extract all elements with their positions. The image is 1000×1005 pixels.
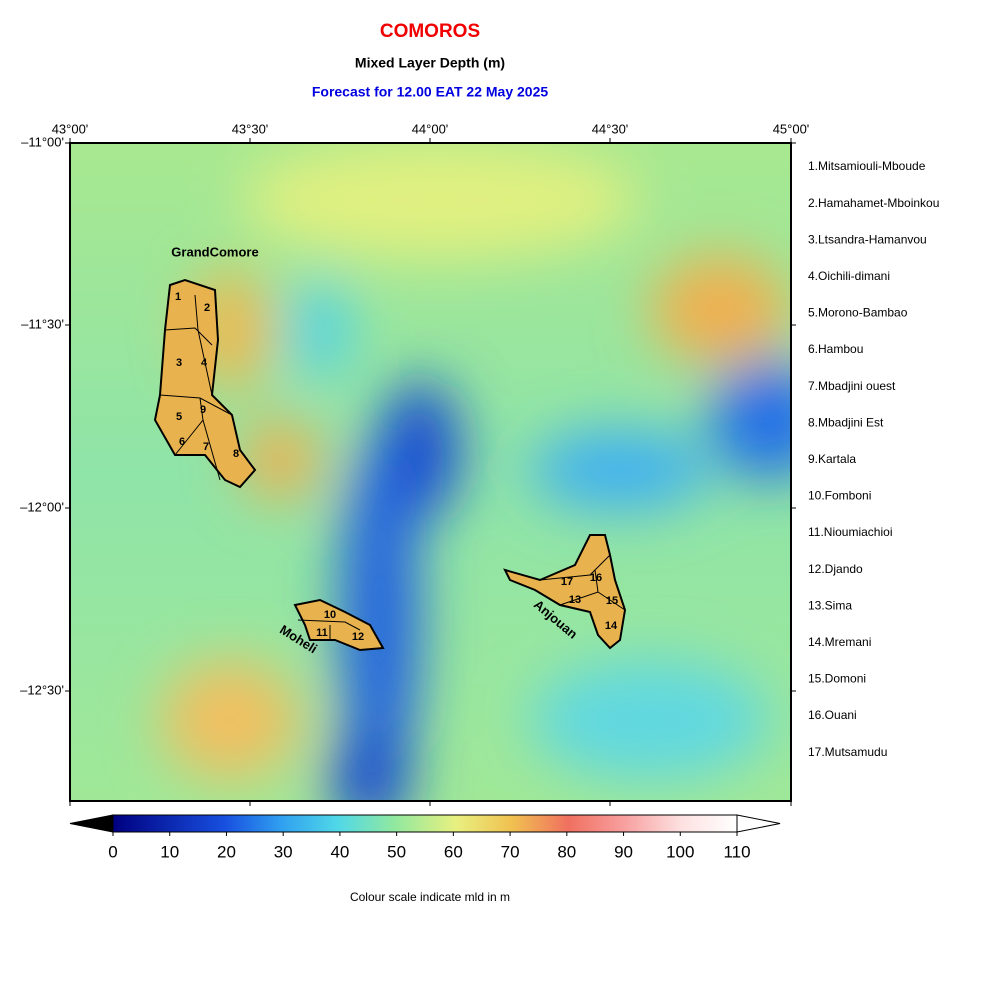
region-borders (159, 294, 626, 640)
colorbar-label: 40 (330, 842, 349, 861)
grand-comore (153, 278, 257, 489)
legend-entry: 4.Oichili-dimani (808, 269, 890, 283)
subtitle: Mixed Layer Depth (m) (355, 55, 505, 71)
lon-label: 44°00' (412, 121, 449, 136)
legend-entry: 12.Djando (808, 562, 863, 576)
colorbar-label: 70 (501, 842, 520, 861)
colorbar-label: 90 (614, 842, 633, 861)
lon-label: 43°00' (52, 121, 89, 136)
colorbar-label: 110 (723, 842, 750, 861)
colorbar-under (69, 814, 114, 833)
colorbar-label: 50 (387, 842, 406, 861)
legend-entry: 15.Domoni (808, 672, 866, 686)
colorbar-caption: Colour scale indicate mld in m (350, 890, 510, 904)
legend-entry: 16.Ouani (808, 708, 857, 722)
colorbar-label: 80 (557, 842, 576, 861)
legend-entry: 13.Sima (808, 598, 852, 612)
title: COMOROS (380, 21, 480, 42)
legend-entry: 5.Morono-Bambao (808, 306, 908, 320)
lon-label: 44°30' (592, 121, 629, 136)
legend-entry: 6.Hambou (808, 342, 863, 356)
region-number: 1 (175, 291, 181, 303)
region-number: 16 (590, 572, 602, 584)
legend-entry: 8.Mbadjini Est (808, 415, 884, 429)
lat-label: –12°00' (20, 499, 64, 514)
colorbar (112, 814, 738, 833)
colorbar-label: 0 (108, 842, 117, 861)
region-number: 9 (200, 404, 206, 416)
region-number: 14 (605, 620, 618, 632)
legend-entry: 1.Mitsamiouli-Mboude (808, 159, 926, 173)
colorbar-label: 30 (274, 842, 293, 861)
lat-label: –11°00' (21, 134, 64, 149)
region-number: 11 (316, 627, 328, 639)
region-number: 10 (324, 609, 336, 621)
colorbar-label: 10 (160, 842, 179, 861)
forecast: Forecast for 12.00 EAT 22 May 2025 (312, 84, 549, 100)
islands (153, 278, 627, 652)
region-number: 7 (203, 441, 209, 453)
island-label: GrandComore (171, 244, 258, 259)
colorbar-label: 60 (444, 842, 463, 861)
legend-entry: 17.Mutsamudu (808, 745, 887, 759)
legend-entry: 7.Mbadjini ouest (808, 379, 896, 393)
region-number: 15 (606, 595, 618, 607)
lon-label: 43°30' (232, 121, 269, 136)
lat-label: –11°30' (21, 316, 64, 331)
legend-entry: 9.Kartala (808, 452, 856, 466)
moheli (293, 598, 385, 652)
legend-entry: 2.Hamahamet-Mboinkou (808, 196, 939, 210)
region-number: 13 (569, 594, 581, 606)
colorbar-label: 100 (666, 842, 694, 861)
region-number: 2 (204, 302, 210, 314)
region-number: 4 (201, 357, 208, 369)
region-number: 12 (352, 631, 364, 643)
lat-label: –12°30' (20, 682, 64, 697)
region-number: 8 (233, 448, 239, 460)
legend-entry: 11.Nioumiachioi (808, 525, 893, 539)
legend-entry: 3.Ltsandra-Hamanvou (808, 232, 927, 246)
legend-entry: 14.Mremani (808, 635, 871, 649)
region-number: 5 (176, 411, 182, 423)
colorbar-over (736, 814, 781, 833)
region-number: 3 (176, 357, 182, 369)
region-number: 17 (561, 576, 573, 588)
legend-entry: 10.Fomboni (808, 489, 871, 503)
anjouan (503, 534, 627, 650)
colorbar-label: 20 (217, 842, 236, 861)
region-number: 6 (179, 436, 185, 448)
lon-label: 45°00' (773, 121, 810, 136)
